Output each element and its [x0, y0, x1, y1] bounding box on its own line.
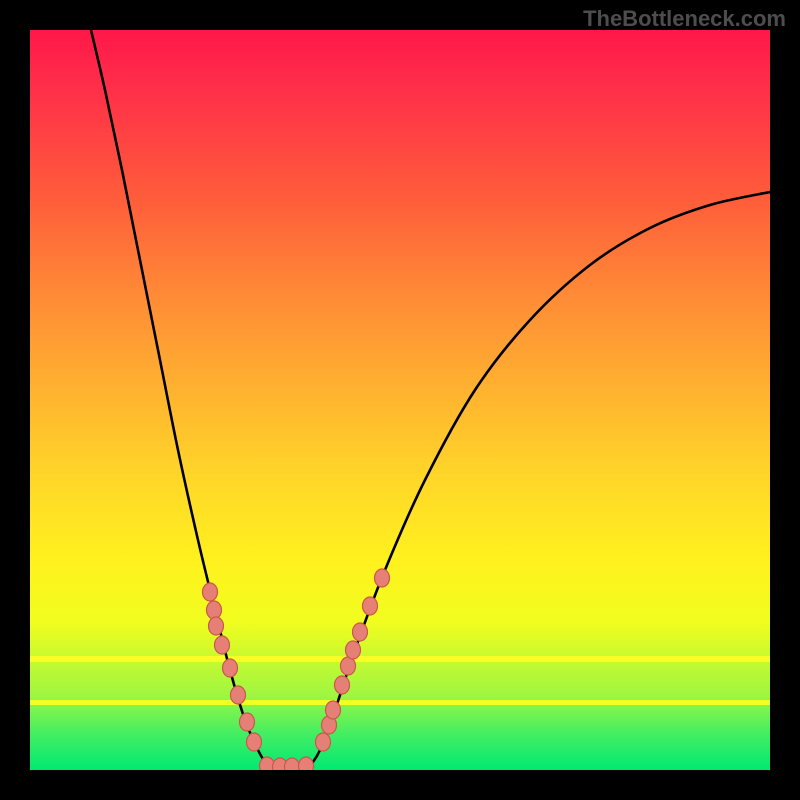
watermark-label: TheBottleneck.com: [583, 6, 786, 32]
series-marker: [299, 757, 314, 770]
series-marker: [363, 597, 378, 615]
series-marker: [346, 641, 361, 659]
curve-layer: [30, 30, 770, 770]
series-marker: [285, 758, 300, 770]
series-marker: [231, 686, 246, 704]
series-marker: [341, 657, 356, 675]
marker-group: [203, 569, 390, 770]
series-marker: [247, 733, 262, 751]
series-marker: [209, 617, 224, 635]
series-marker: [215, 636, 230, 654]
series-marker: [353, 623, 368, 641]
series-marker: [326, 701, 341, 719]
series-marker: [335, 676, 350, 694]
chart-frame: TheBottleneck.com: [0, 0, 800, 800]
v-curve: [91, 30, 770, 767]
series-marker: [207, 601, 222, 619]
series-marker: [240, 713, 255, 731]
series-marker: [203, 583, 218, 601]
series-marker: [223, 659, 238, 677]
series-marker: [375, 569, 390, 587]
series-marker: [316, 733, 331, 751]
